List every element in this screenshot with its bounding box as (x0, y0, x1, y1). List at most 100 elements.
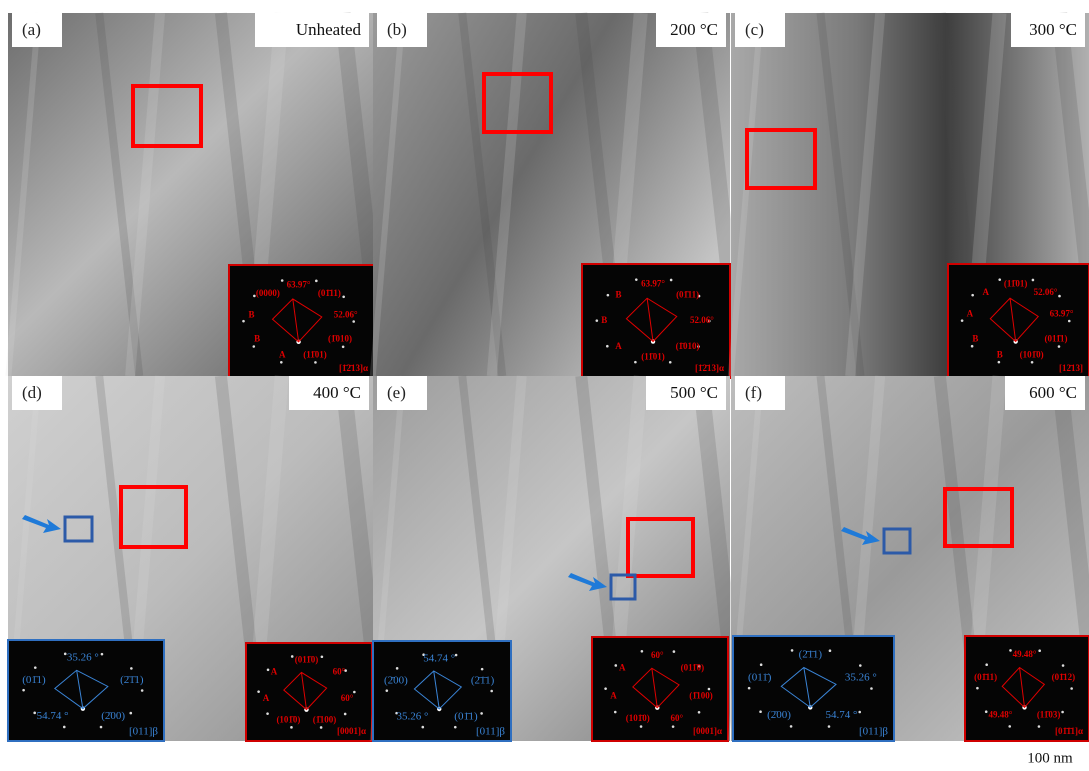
condition-label: Unheated (296, 20, 362, 39)
diffraction-spot (604, 687, 607, 690)
diffraction-spot (859, 664, 862, 667)
panel-label: (a) (22, 20, 41, 39)
diffraction-spot (253, 345, 256, 348)
diffraction-spot (1058, 345, 1061, 348)
diffraction-spot (976, 687, 979, 690)
inset-label: 60° (670, 713, 683, 723)
inset-label: B (254, 334, 260, 344)
inset-label: (1̄100) (689, 690, 713, 700)
diffraction-spot (1031, 361, 1034, 364)
diffraction-spot (1070, 687, 1073, 690)
inset-label: (11̄01) (1004, 279, 1028, 289)
diffraction-spot (985, 710, 988, 713)
zone-axis: [011]β (129, 726, 158, 738)
diffraction-spot (790, 725, 793, 728)
diffraction-spot (673, 650, 676, 653)
inset-label: 60° (333, 667, 346, 677)
condition-label: 300 °C (1029, 20, 1077, 39)
inset-label: (2̄1̄1) (471, 675, 495, 687)
inset-label: (01̄11) (676, 289, 699, 299)
inset-label: A (983, 287, 990, 297)
inset-label: B (601, 315, 607, 325)
diffraction-spot (130, 667, 133, 670)
panel-label: (c) (745, 20, 764, 39)
diffraction-spot (870, 687, 873, 690)
inset-label: (011̄0) (681, 662, 705, 672)
inset-label: 52.06° (1034, 287, 1058, 297)
inset-label: (1̄010) (676, 341, 700, 351)
inset-label: (0000) (256, 288, 280, 298)
diffraction-spot (760, 663, 763, 666)
diffraction-spot (669, 361, 672, 364)
diffraction-spot (961, 319, 964, 322)
diffraction-spot (266, 712, 269, 715)
zone-axis: [0001]α (337, 726, 366, 736)
inset-label: B (248, 309, 254, 319)
inset-label: 54.74 ° (826, 709, 858, 721)
inset-label: 49.48° (1013, 649, 1037, 659)
diffraction-spot (858, 711, 861, 714)
diffraction-spot (344, 713, 347, 716)
zone-axis: [01̄1̄1]α (1055, 726, 1083, 736)
inset-label: (01̄12) (1052, 672, 1076, 682)
condition-label: 400 °C (313, 383, 361, 402)
diffraction-spot (481, 668, 484, 671)
diffraction-spot (829, 649, 832, 652)
diffraction-spot (242, 320, 245, 323)
zone-axis: [1̄2̄13]α (339, 363, 368, 373)
diffraction-spot (614, 711, 617, 714)
condition-label: 600 °C (1029, 383, 1077, 402)
diffraction-spot (141, 689, 144, 692)
diffraction-spot (290, 726, 293, 729)
diffraction-spot (1009, 649, 1012, 652)
diffraction-spot (1038, 649, 1041, 652)
diffraction-spot (670, 279, 673, 282)
inset-label: (2̄1̄1) (120, 674, 144, 686)
inset-label: A (279, 350, 286, 360)
inset-label: B (997, 349, 1003, 359)
inset-label: (101̄0) (1020, 349, 1044, 359)
diffraction-spot (641, 650, 644, 653)
condition-label: 200 °C (670, 20, 718, 39)
inset-label: 54.74 ° (37, 710, 69, 722)
diffraction-spot (320, 726, 323, 729)
diffraction-spot (1008, 725, 1011, 728)
inset-label: (101̄0) (626, 713, 650, 723)
diffraction-spot (759, 710, 762, 713)
inset-label: (2̄00) (101, 710, 125, 722)
inset-label: (01̄11) (974, 672, 997, 682)
diffraction-spot (455, 654, 458, 657)
diffraction-spot (100, 726, 103, 729)
inset-label: 52.06° (334, 309, 358, 319)
inset-label: A (263, 693, 270, 703)
inset-label: (1̄100) (313, 714, 337, 724)
diffraction-spot (421, 726, 424, 729)
diffraction-spot (1068, 320, 1071, 323)
diffraction-spot (386, 689, 389, 692)
inset-label: A (619, 662, 626, 672)
diffraction-spot (267, 669, 270, 672)
diffraction-spot (454, 726, 457, 729)
inset-label: 35.26 ° (67, 652, 99, 664)
diffraction-spot (1061, 711, 1064, 714)
diffraction-spot (606, 345, 609, 348)
diffraction-spot (63, 726, 66, 729)
inset-label: A (271, 667, 278, 677)
zone-axis: [0001]α (693, 726, 722, 736)
diffraction-spot (607, 294, 610, 297)
inset-label: 63.97° (1050, 309, 1074, 319)
diffraction-spot (396, 667, 399, 670)
diffraction-spot (129, 712, 132, 715)
inset-label: (2̄00) (384, 675, 408, 687)
diffraction-spot (314, 361, 317, 364)
diffraction-spot (34, 666, 37, 669)
inset-label: (011̄1) (1044, 333, 1067, 343)
inset-label: A (610, 690, 617, 700)
diffraction-spot (672, 725, 675, 728)
diffraction-spot (635, 278, 638, 281)
diffraction-spot (280, 361, 283, 364)
diffraction-spot (998, 361, 1001, 364)
diffraction-spot (1062, 664, 1065, 667)
diffraction-spot (342, 345, 345, 348)
figure: (a) Unheated 63.97° (01̄11) 52.06° (1̄010) (11… (0, 0, 1089, 771)
